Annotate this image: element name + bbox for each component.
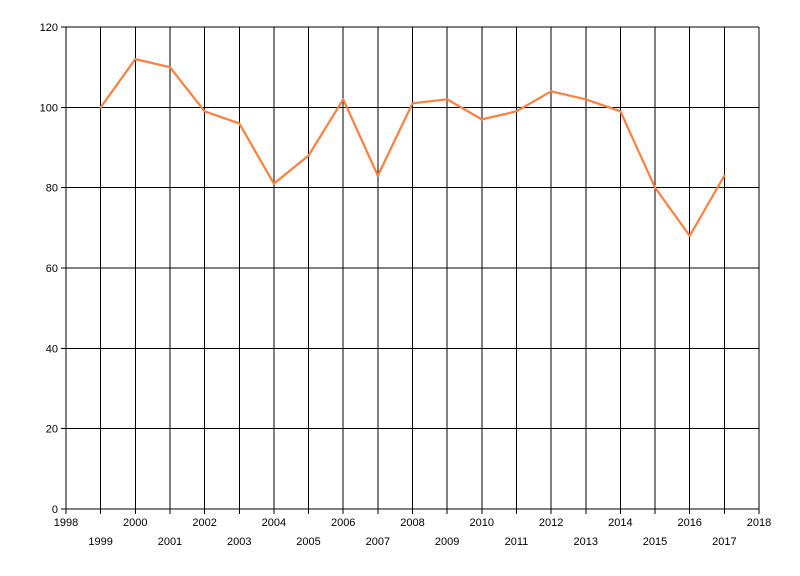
x-tick-label: 2014 bbox=[608, 517, 632, 529]
x-tick-label: 2017 bbox=[712, 536, 736, 548]
x-tick-label: 2015 bbox=[643, 536, 667, 548]
x-tick-label: 2007 bbox=[366, 536, 390, 548]
x-tick-label: 2002 bbox=[192, 517, 216, 529]
x-tick-label: 2010 bbox=[470, 517, 494, 529]
x-tick-label: 2003 bbox=[227, 536, 251, 548]
x-tick-label: 2006 bbox=[331, 517, 355, 529]
y-tick-label: 20 bbox=[46, 424, 58, 436]
x-tick-label: 2000 bbox=[123, 517, 147, 529]
x-tick-label: 2004 bbox=[262, 517, 286, 529]
x-tick-label: 1998 bbox=[54, 517, 78, 529]
y-tick-label: 0 bbox=[52, 504, 58, 516]
y-tick-label: 60 bbox=[46, 263, 58, 275]
x-tick-label: 2018 bbox=[747, 517, 771, 529]
x-tick-label: 2016 bbox=[677, 517, 701, 529]
x-tick-label: 2008 bbox=[400, 517, 424, 529]
x-tick-label: 2005 bbox=[296, 536, 320, 548]
axes bbox=[61, 26, 760, 514]
x-tick-label: 2009 bbox=[435, 536, 459, 548]
x-tick-label: 2001 bbox=[158, 536, 182, 548]
y-tick-label: 120 bbox=[40, 22, 58, 34]
x-tick-label: 2011 bbox=[505, 536, 529, 548]
tick-labels: 0 20 40 60 80 100 120 1998 1999 2000 2001 2002 2003 2… bbox=[40, 22, 772, 548]
x-tick-label: 1999 bbox=[88, 536, 112, 548]
y-tick-label: 100 bbox=[40, 102, 58, 114]
y-tick-label: 40 bbox=[46, 343, 58, 355]
grid bbox=[65, 26, 760, 510]
y-tick-label: 80 bbox=[46, 183, 58, 195]
series-layer bbox=[99, 58, 726, 237]
x-tick-label: 2012 bbox=[539, 517, 563, 529]
x-tick-label: 2013 bbox=[574, 536, 598, 548]
